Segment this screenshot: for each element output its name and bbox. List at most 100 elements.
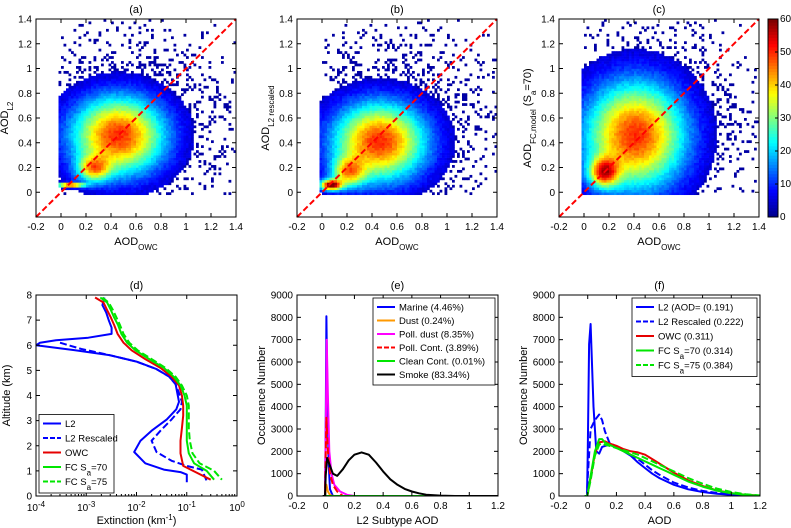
density-cell [414,187,418,191]
density-cell [417,174,420,178]
density-cell [422,189,425,193]
density-cell [414,157,418,161]
density-cell [133,147,137,151]
density-cell [63,162,67,166]
density-cell [324,73,328,77]
density-cell [374,115,378,119]
density-cell [63,150,67,153]
density-cell [382,177,385,181]
density-cell [63,130,67,134]
density-cell [76,127,79,131]
density-cell [417,157,420,161]
density-cell [76,179,79,183]
density-cell [409,179,413,183]
density-cell [171,140,174,144]
density-cell [337,110,340,114]
density-cell [342,167,345,171]
density-cell [103,160,107,163]
density-cell [334,118,338,121]
density-cell [121,169,124,173]
density-cell [432,115,435,119]
density-cell [166,145,169,148]
density-cell [347,120,350,124]
density-cell [424,122,428,126]
density-cell [344,177,348,181]
density-cell [344,192,348,196]
density-cell [128,85,132,89]
density-cell [93,110,97,114]
density-cell [96,85,99,89]
density-cell [111,98,114,101]
density-cell [181,165,184,168]
density-cell [392,118,395,121]
density-cell [156,100,159,104]
density-cell [349,100,353,104]
density-cell [369,132,373,136]
density-cell [96,152,99,156]
density-cell [404,80,408,84]
density-cell [161,140,164,144]
density-cell [404,167,408,171]
density-cell [407,98,410,101]
density-cell [86,85,89,89]
density-cell [121,125,124,129]
density-cell [143,152,147,156]
density-cell [113,140,117,144]
density-cell [178,61,182,64]
density-cell [161,169,164,173]
density-cell [432,135,435,139]
density-cell [93,177,97,181]
density-cell [339,179,343,183]
density-cell [66,147,69,151]
density-cell [58,157,62,161]
density-cell [384,85,388,89]
density-cell [143,118,147,121]
density-cell [389,189,393,193]
density-cell [166,179,169,183]
density-cell [186,142,189,146]
density-cell [63,43,67,47]
density-cell [412,130,415,134]
density-cell [121,127,124,131]
density-cell [402,150,405,153]
density-cell [96,184,99,188]
density-cell [402,88,405,92]
density-cell [186,83,189,87]
density-cell [136,120,139,124]
density-cell [58,140,62,144]
density-cell [78,113,82,116]
density-cell [359,192,363,196]
density-cell [332,103,335,106]
density-cell [422,132,425,136]
density-cell [319,174,323,178]
density-cell [409,95,413,99]
density-cell [382,192,385,196]
density-cell [354,95,358,99]
density-cell [399,132,403,136]
density-cell [108,68,112,72]
density-cell [143,66,147,69]
density-cell [153,83,157,87]
density-cell [138,31,142,35]
density-cell [372,160,375,163]
density-cell [116,100,119,104]
density-cell [86,98,89,101]
density-cell [372,115,375,119]
density-cell [153,177,157,181]
density-cell [126,137,129,141]
density-cell [399,177,403,181]
density-cell [81,167,84,171]
density-cell [412,145,415,148]
density-cell [76,110,79,114]
density-cell [88,85,92,89]
density-cell [218,172,222,176]
density-cell [384,118,388,121]
density-cell [419,150,423,153]
density-cell [399,90,403,94]
density-cell [141,108,144,111]
density-cell [347,150,350,153]
density-cell [78,58,82,62]
density-cell [397,95,400,99]
density-cell [347,95,350,99]
density-cell [113,113,117,116]
